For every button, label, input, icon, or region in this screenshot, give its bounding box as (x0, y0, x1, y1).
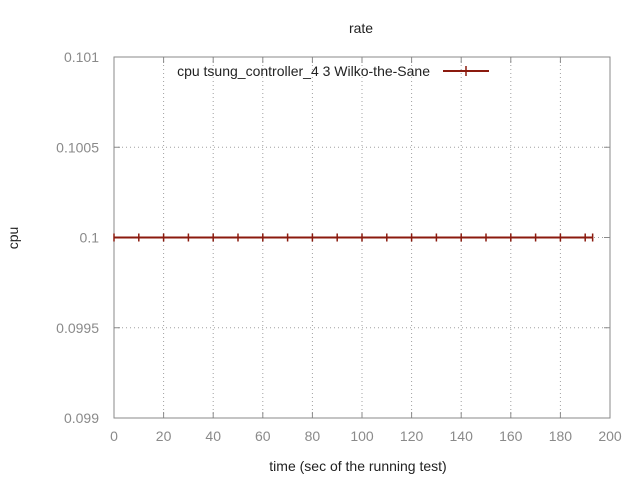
series-layer (113, 233, 594, 242)
x-tick-label: 160 (499, 428, 523, 444)
x-tick-label: 180 (549, 428, 573, 444)
legend: cpu tsung_controller_4 3 Wilko-the-Sane (177, 63, 489, 79)
legend-entry-label: cpu tsung_controller_4 3 Wilko-the-Sane (177, 63, 430, 79)
x-tick-label: 60 (255, 428, 271, 444)
y-axis-label: cpu (5, 227, 21, 250)
x-tick-label: 40 (205, 428, 221, 444)
chart-title: rate (349, 20, 373, 36)
y-tick-label: 0.101 (64, 49, 99, 65)
x-tick-label: 200 (598, 428, 622, 444)
x-tick-label: 20 (156, 428, 172, 444)
y-tick-label: 0.1 (80, 230, 100, 246)
x-tick-label: 0 (110, 428, 118, 444)
y-tick-label: 0.1005 (56, 139, 99, 155)
x-tick-label: 100 (350, 428, 374, 444)
x-tick-label: 80 (305, 428, 321, 444)
y-tick-label: 0.0995 (56, 320, 99, 336)
axes: 0 20 40 60 80 100 120 140 160 180 200 0.101 0.1005 0.… (56, 49, 622, 444)
x-axis-label: time (sec of the running test) (269, 458, 446, 474)
x-tick-label: 140 (450, 428, 474, 444)
x-tick-label: 120 (400, 428, 424, 444)
y-tick-label: 0.099 (64, 410, 99, 426)
